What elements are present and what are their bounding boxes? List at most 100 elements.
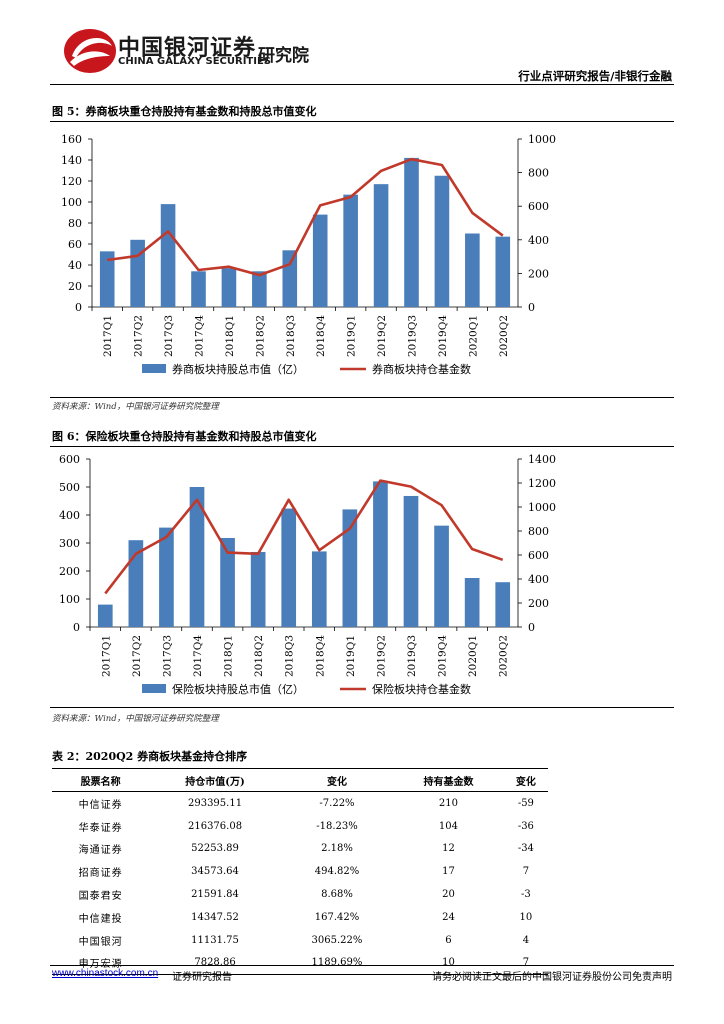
galaxy-logo-icon bbox=[64, 29, 116, 73]
category-label: 2019Q3 bbox=[407, 315, 419, 357]
cell-stock-name: 中信证券 bbox=[78, 799, 123, 811]
category-label: 2020Q2 bbox=[498, 635, 510, 677]
category-label: 2020Q2 bbox=[498, 315, 510, 357]
right-tick-label: 200 bbox=[528, 597, 549, 610]
figure-6-chart: 0 100 200 300 400 500 600 0 200 400 600 800 1000 1200… bbox=[59, 453, 556, 696]
category-label: 2018Q2 bbox=[254, 315, 266, 357]
right-tick-label: 1000 bbox=[528, 133, 556, 146]
cell-holding-value: 7828.86 bbox=[149, 951, 281, 976]
left-tick-label: 100 bbox=[59, 593, 80, 606]
cell-holding-value: 14347.52 bbox=[191, 911, 239, 923]
cell-count-change: -3 bbox=[521, 889, 531, 901]
category-label: 2020Q1 bbox=[467, 635, 479, 677]
logo-institute: 研究院 bbox=[258, 46, 309, 66]
left-tick-label: 100 bbox=[61, 196, 82, 209]
left-tick-label: 500 bbox=[59, 481, 80, 494]
figure-5-source: 资料来源：Wind，中国银河证券研究院整理 bbox=[52, 402, 219, 412]
cell-value-change: -18.23% bbox=[316, 820, 358, 832]
figure-5-bottom-rule bbox=[50, 397, 674, 398]
cell-fund-count: 6 bbox=[445, 934, 452, 946]
bar bbox=[373, 184, 389, 307]
footer-disclaimer: 请务必阅读正文最后的中国银河证券股份公司免责声明 bbox=[432, 972, 672, 983]
legend-bar-label: 券商板块持股总市值（亿） bbox=[172, 362, 304, 376]
category-label: 2019Q1 bbox=[345, 635, 357, 677]
header-holding-value: 持仓市值(万) bbox=[149, 768, 281, 792]
category-label: 2018Q3 bbox=[284, 635, 296, 677]
bar bbox=[282, 250, 298, 307]
left-tick-label: 40 bbox=[68, 259, 82, 272]
fund-count-line bbox=[107, 157, 504, 277]
category-label: 2017Q3 bbox=[163, 315, 175, 357]
bar bbox=[311, 551, 327, 627]
category-label: 2017Q2 bbox=[131, 635, 143, 677]
table-row: 中国银河 11131.75 3065.22% 6 4 bbox=[52, 929, 548, 952]
category-label: 2018Q1 bbox=[224, 315, 236, 357]
bar bbox=[99, 251, 115, 307]
right-tick-label: 1000 bbox=[528, 501, 556, 514]
footer-tag: 证券研究报告 bbox=[172, 972, 232, 983]
bar bbox=[343, 194, 358, 307]
right-tick-label: 1200 bbox=[528, 477, 556, 490]
bar bbox=[160, 204, 176, 307]
figure-5-chart: 0 20 40 60 80 100 120 140 160 0 200 400 600 800 1000 20… bbox=[61, 133, 556, 376]
figure-5-title: 图 5：券商板块重仓持股持有基金数和持股总市值变化 bbox=[52, 105, 317, 118]
cell-stock-name: 中国银河 bbox=[78, 936, 123, 948]
category-label: 2019Q3 bbox=[406, 635, 418, 677]
left-tick-label: 600 bbox=[59, 453, 80, 466]
bar bbox=[434, 175, 450, 307]
right-tick-label: 1400 bbox=[528, 453, 556, 466]
cell-value-change: 1189.69% bbox=[280, 951, 394, 976]
category-label: 2017Q2 bbox=[133, 315, 145, 357]
bar bbox=[130, 239, 145, 307]
category-label: 2019Q2 bbox=[376, 315, 388, 357]
report-type: 行业点评研究报告/非银行金融 bbox=[518, 69, 672, 83]
cell-value-change: -7.22% bbox=[319, 797, 355, 809]
cell-stock-name: 国泰君安 bbox=[78, 891, 123, 903]
cell-holding-value: 21591.84 bbox=[191, 889, 239, 901]
bar bbox=[312, 214, 328, 307]
left-tick-label: 160 bbox=[61, 133, 82, 146]
bar bbox=[342, 509, 358, 627]
cell-count-change: -59 bbox=[517, 797, 534, 809]
category-label: 2017Q4 bbox=[192, 635, 204, 677]
bar bbox=[404, 157, 419, 307]
cell-fund-count: 20 bbox=[442, 889, 455, 901]
header-stock-name: 股票名称 bbox=[52, 768, 150, 792]
cell-holding-value: 52253.89 bbox=[191, 843, 239, 855]
bar bbox=[250, 551, 266, 627]
category-label: 2019Q1 bbox=[346, 315, 358, 357]
bar bbox=[128, 540, 144, 627]
category-label: 2018Q1 bbox=[223, 635, 235, 677]
table-row: 海通证券 52253.89 2.18% 12 -34 bbox=[52, 838, 548, 861]
logo-chinese-name: 中国银河证券 bbox=[118, 36, 257, 61]
galaxy-logo bbox=[62, 26, 342, 76]
bar bbox=[97, 604, 113, 627]
figure-6-source: 资料来源：Wind，中国银河证券研究院整理 bbox=[52, 714, 219, 724]
cell-count-change: 4 bbox=[522, 934, 530, 946]
cell-stock-name: 海通证券 bbox=[78, 845, 123, 857]
cell-value-change: 494.82% bbox=[314, 866, 360, 878]
bar bbox=[495, 582, 511, 627]
header-count-change: 变化 bbox=[503, 768, 548, 792]
left-tick-label: 400 bbox=[59, 509, 80, 522]
cell-value-change: 3065.22% bbox=[311, 934, 363, 946]
cell-count-change: 10 bbox=[519, 911, 533, 923]
right-tick-label: 0 bbox=[528, 301, 535, 314]
cell-holding-value: 34573.64 bbox=[191, 866, 239, 878]
left-tick-label: 20 bbox=[68, 280, 82, 293]
legend-bar-label: 保险板块持股总市值（亿） bbox=[172, 682, 304, 696]
cell-fund-count: 12 bbox=[442, 843, 455, 855]
right-tick-label: 600 bbox=[528, 549, 549, 562]
right-tick-label: 0 bbox=[528, 621, 535, 634]
website-link[interactable]: www.chinastock.com.cn bbox=[52, 968, 159, 979]
legend-line-label: 券商板块持仓基金数 bbox=[372, 362, 471, 376]
legend-line-label: 保险板块持仓基金数 bbox=[372, 682, 471, 696]
bar bbox=[495, 236, 511, 307]
category-label: 2017Q1 bbox=[102, 315, 114, 357]
cell-holding-value: 216376.08 bbox=[187, 820, 243, 832]
left-tick-label: 140 bbox=[61, 154, 82, 167]
left-tick-label: 0 bbox=[75, 301, 82, 314]
header-value-change: 变化 bbox=[280, 768, 394, 792]
left-tick-label: 300 bbox=[59, 537, 80, 550]
bar bbox=[189, 487, 205, 627]
